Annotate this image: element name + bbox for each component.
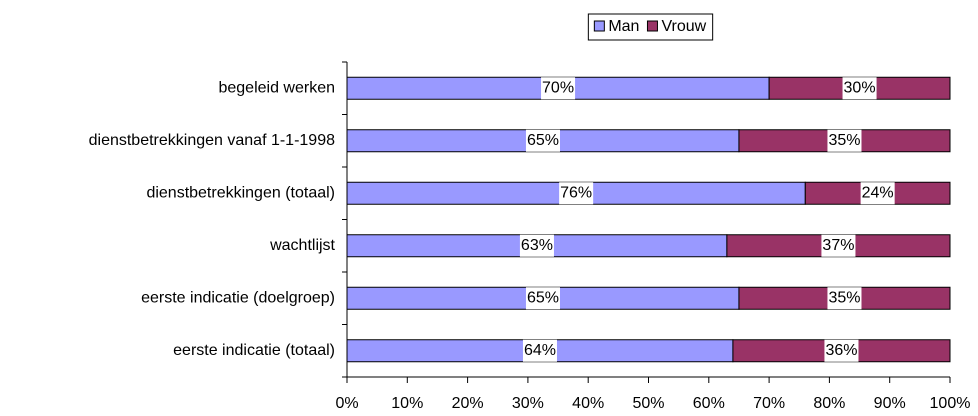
- x-tick-label: 10%: [391, 395, 423, 412]
- category-label: begeleid werken: [218, 79, 335, 96]
- x-tick-label: 90%: [874, 395, 906, 412]
- category-label: wachtlijst: [269, 237, 335, 254]
- data-label: 35%: [828, 132, 860, 149]
- data-label: 65%: [527, 289, 559, 306]
- data-label: 65%: [527, 132, 559, 149]
- x-tick-label: 100%: [930, 395, 971, 412]
- category-label: eerste indicatie (doelgroep): [141, 289, 335, 306]
- label-background: [522, 339, 557, 362]
- data-label: 36%: [825, 342, 857, 359]
- category-label: eerste indicatie (totaal): [173, 342, 335, 359]
- category-label: dienstbetrekkingen (totaal): [146, 184, 335, 201]
- x-tick-label: 40%: [572, 395, 604, 412]
- category-label: dienstbetrekkingen vanaf 1-1-1998: [89, 132, 335, 149]
- data-label: 35%: [828, 289, 860, 306]
- x-tick-label: 70%: [753, 395, 785, 412]
- label-background: [525, 129, 560, 152]
- legend-swatch: [646, 20, 658, 32]
- data-label: 24%: [862, 184, 894, 201]
- label-background: [821, 234, 856, 257]
- label-background: [824, 339, 859, 362]
- x-tick-label: 80%: [813, 395, 845, 412]
- data-label: 70%: [542, 79, 574, 96]
- label-background: [827, 129, 862, 152]
- x-tick-label: 60%: [693, 395, 725, 412]
- legend: Man Vrouw: [587, 13, 714, 41]
- data-label: 30%: [844, 79, 876, 96]
- label-background: [525, 287, 560, 310]
- label-background: [559, 182, 594, 205]
- legend-label: Vrouw: [661, 18, 706, 35]
- data-label: 76%: [560, 184, 592, 201]
- label-background: [842, 77, 877, 100]
- data-label: 64%: [524, 342, 556, 359]
- label-background: [827, 287, 862, 310]
- label-background: [519, 234, 554, 257]
- legend-swatch: [593, 20, 605, 32]
- legend-label: Man: [608, 18, 639, 35]
- x-tick-label: 20%: [452, 395, 484, 412]
- data-label: 63%: [521, 237, 553, 254]
- data-label: 37%: [822, 237, 854, 254]
- x-tick-label: 30%: [512, 395, 544, 412]
- label-background: [860, 182, 895, 205]
- x-tick-label: 50%: [632, 395, 664, 412]
- x-tick-label: 0%: [335, 395, 358, 412]
- label-background: [541, 77, 576, 100]
